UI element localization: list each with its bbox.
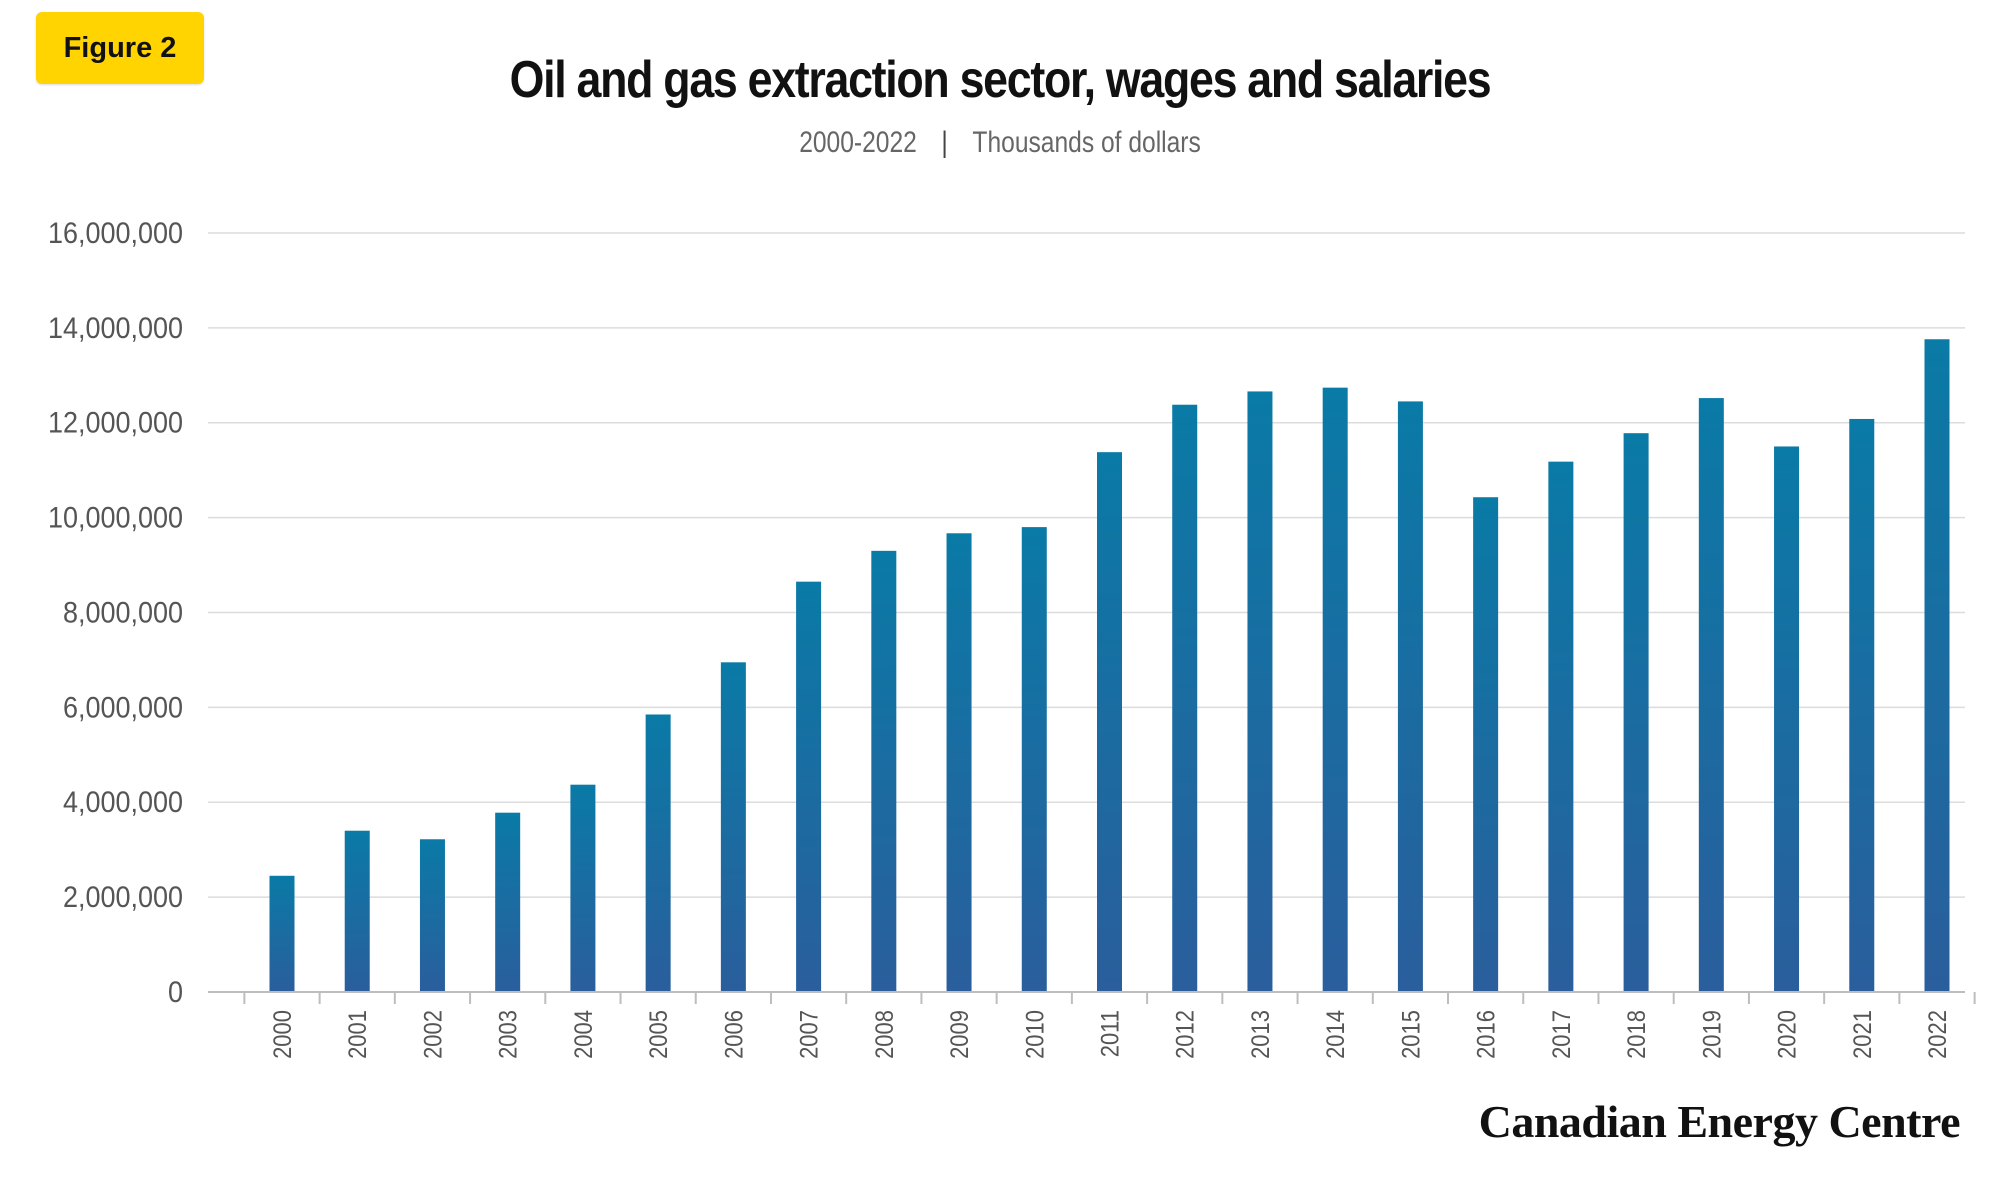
x-tick-label: 2004 (570, 1010, 598, 1059)
y-tick-label: 2,000,000 (63, 881, 183, 915)
bar-2011 (1097, 452, 1122, 992)
bar-2000 (269, 875, 295, 992)
bar-2020 (1774, 446, 1800, 992)
brand-logo-text: Canadian Energy Centre (1478, 1096, 1961, 1147)
y-tick-label: 4,000,000 (63, 786, 183, 820)
bar-2004 (570, 784, 596, 992)
grid-layer (208, 232, 1965, 898)
x-tick-label: 2022 (1924, 1010, 1952, 1059)
bar-2022 (1924, 339, 1950, 992)
x-tick-label: 2014 (1322, 1010, 1350, 1059)
x-tick-label: 2015 (1397, 1010, 1425, 1059)
figure-label: Figure 2 (63, 31, 177, 64)
bar-2017 (1548, 461, 1574, 992)
bar-2016 (1473, 497, 1499, 992)
y-tick-label: 16,000,000 (48, 217, 183, 251)
subtitle-separator: | (941, 126, 948, 159)
bar-2021 (1849, 418, 1875, 993)
y-tick-label: 12,000,000 (48, 406, 183, 440)
y-tick-label: 10,000,000 (48, 501, 183, 535)
bar-2019 (1698, 398, 1724, 992)
bar-2002 (419, 839, 445, 992)
x-tick-label: 2007 (795, 1010, 823, 1059)
chart-subtitle: 2000-2022 | Thousands of dollars (180, 126, 1820, 160)
y-tick-label: 0 (168, 976, 183, 1010)
x-tick-label: 2019 (1698, 1010, 1726, 1059)
y-axis: 0 2,000,000 4,000,000 6,000,000 8,000,000 10,… (48, 217, 183, 1010)
x-tick-label: 2000 (269, 1010, 297, 1059)
bars (269, 339, 1950, 993)
x-tick-label: 2003 (494, 1010, 522, 1059)
x-tick-label: 2013 (1247, 1010, 1275, 1059)
x-tick-label: 2021 (1848, 1010, 1876, 1059)
x-axis (208, 991, 1976, 1004)
bar-2008 (871, 550, 897, 992)
x-tick-label: 2018 (1623, 1010, 1651, 1059)
x-tick-label: 2016 (1472, 1010, 1500, 1059)
bar-2007 (796, 581, 822, 992)
x-tick-label: 2010 (1021, 1010, 1049, 1059)
bar-2015 (1397, 401, 1423, 992)
x-tick-label: 2009 (946, 1010, 974, 1059)
x-tick-label: 2006 (720, 1010, 748, 1059)
x-tick-label: 2001 (344, 1010, 372, 1059)
figure-badge: Figure 2 (36, 12, 204, 84)
bar-2018 (1623, 433, 1649, 992)
bar-2014 (1322, 387, 1348, 992)
x-tick-label: 2005 (645, 1010, 673, 1059)
bar-2010 (1021, 527, 1047, 992)
bar-2003 (495, 812, 521, 992)
x-tick-label: 2008 (871, 1010, 899, 1059)
subtitle-range: 2000-2022 (799, 126, 917, 159)
y-tick-label: 8,000,000 (63, 596, 183, 630)
x-tick-label: 2011 (1096, 1010, 1124, 1057)
y-tick-label: 14,000,000 (48, 312, 183, 346)
x-tick-label: 2012 (1171, 1010, 1199, 1059)
bar-2013 (1247, 391, 1273, 992)
bar-2009 (946, 533, 972, 992)
x-tick-label: 2020 (1773, 1010, 1801, 1059)
subtitle-units: Thousands of dollars (972, 126, 1201, 159)
chart-title: Oil and gas extraction sector, wages and… (509, 51, 1492, 109)
bar-2005 (645, 714, 671, 992)
x-tick-label: 2002 (419, 1010, 447, 1059)
bar-2006 (720, 662, 746, 992)
bar-2001 (344, 830, 370, 992)
x-tick-label: 2017 (1548, 1010, 1576, 1059)
y-tick-label: 6,000,000 (63, 691, 183, 725)
bar-2012 (1172, 404, 1198, 992)
x-tick-labels: 2000 2001 2002 2003 2004 2005 2006 2007 2008 2009… (269, 1010, 1952, 1059)
